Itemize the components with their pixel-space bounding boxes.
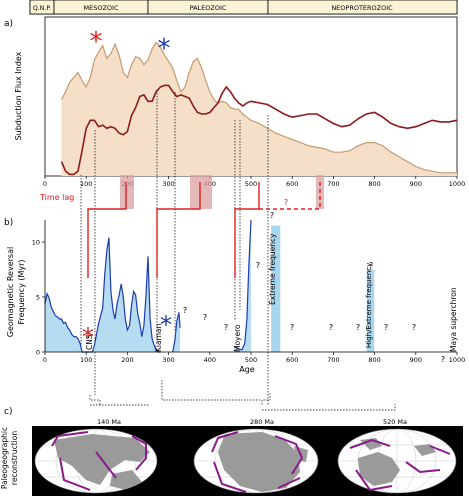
x-tick-label: 100 xyxy=(80,180,92,188)
y-tick-label: 0 xyxy=(36,349,40,357)
x-tick-label: 1000 xyxy=(449,356,466,364)
high-extreme-frequency-label: High/Extreme frequency xyxy=(365,263,373,348)
map-age-label: 520 Ma xyxy=(383,418,407,426)
question-mark: ? xyxy=(270,211,274,220)
panel-b-plot: 0 100 200 300 400 500 600 700 800 900 1000 0 5 10 xyxy=(32,219,465,364)
x-tick-label: 500 xyxy=(245,356,257,364)
x-tick-label: 300 xyxy=(162,180,174,188)
question-mark: ? xyxy=(369,261,373,270)
x-tick-label: 100 xyxy=(80,356,92,364)
time-lag-graphic: Time lag ? xyxy=(39,175,324,278)
panel-c-ylabel-line2: reconstruction xyxy=(10,431,19,485)
extreme-frequency-bar xyxy=(271,225,281,352)
x-tick-label: 300 xyxy=(162,356,174,364)
y-tick-label: 10 xyxy=(32,239,40,247)
panel-c-ylabel-line1: Paleogeographic xyxy=(0,427,9,489)
panel-b-ylabel-line2: Frequency (Myr) xyxy=(17,259,26,324)
question-mark: ? xyxy=(224,323,228,332)
panel-b-label: b) xyxy=(4,218,13,228)
question-mark: ? xyxy=(183,306,187,315)
time-lag-question: ? xyxy=(284,198,288,207)
blue-asterisk-b: * xyxy=(160,311,172,339)
x-tick-label: 800 xyxy=(368,356,380,364)
panel-c-label: c) xyxy=(4,407,12,417)
x-tick-label: 700 xyxy=(327,356,339,364)
x-tick-label: 700 xyxy=(327,180,339,188)
x-tick-label: 200 xyxy=(121,356,133,364)
era-label-paleozoic: PALEOZOIC xyxy=(190,4,227,12)
era-label-qnp: Q.N.P. xyxy=(33,5,51,12)
question-mark: ? xyxy=(203,313,207,322)
panel-b-y-axis: 0 5 10 xyxy=(32,239,45,357)
paleo-map-280: 280 Ma xyxy=(193,418,319,494)
panel-b-x-axis: 0 100 200 300 400 500 600 700 800 900 1000 xyxy=(43,352,465,364)
question-mark: ? xyxy=(441,355,445,364)
x-tick-label: 0 xyxy=(43,356,47,364)
paleo-map-140: 140 Ma xyxy=(34,418,158,494)
extreme-frequency-label: Extreme frequency xyxy=(268,233,277,305)
panel-b-area-1 xyxy=(45,237,161,352)
map-age-label: 280 Ma xyxy=(250,418,274,426)
time-lag-box-1 xyxy=(120,175,134,209)
panel-a-red-line xyxy=(60,84,458,176)
question-mark: ? xyxy=(384,323,388,332)
question-mark: ? xyxy=(256,261,260,270)
panel-b-ylabel-line1: Geomagnetic Reversal xyxy=(6,247,15,337)
x-tick-label: 900 xyxy=(410,180,422,188)
era-label-mesozoic: MESOZOIC xyxy=(84,4,119,12)
panel-b-line-2 xyxy=(172,312,181,353)
panel-a-tan-area xyxy=(61,42,457,177)
x-tick-label: 600 xyxy=(286,356,298,364)
x-tick-label: 0 xyxy=(43,180,47,188)
panel-b-xlabel: Age xyxy=(239,365,255,374)
y-tick-label: 5 xyxy=(36,294,40,302)
panel-a-tan-line xyxy=(60,41,457,174)
time-lag-box-2 xyxy=(190,175,212,209)
continent-shape xyxy=(218,432,300,492)
panel-b-line-1 xyxy=(44,237,161,353)
question-mark: ? xyxy=(412,323,416,332)
panel-b-area-3 xyxy=(234,220,251,352)
plate-boundary xyxy=(349,438,451,492)
question-mark: ? xyxy=(290,323,294,332)
blue-asterisk-a: * xyxy=(158,34,171,64)
continent-shape xyxy=(110,470,142,490)
moyero-label: Moyero xyxy=(233,324,242,352)
plate-boundary xyxy=(51,431,147,491)
x-tick-label: 600 xyxy=(286,180,298,188)
time-lag-label: Time lag xyxy=(39,193,74,202)
panel-a-label: a) xyxy=(4,19,13,29)
panel-a-ylabel: Subduction Flux Index xyxy=(14,51,23,140)
x-tick-label: 800 xyxy=(368,180,380,188)
high-extreme-frequency-bar xyxy=(366,269,375,352)
era-label-neoproterozoic: NEOPROTEROZOIC xyxy=(331,4,393,12)
x-tick-label: 400 xyxy=(204,356,216,364)
maya-superchron-label: Maya superchron xyxy=(449,287,458,352)
question-mark: ? xyxy=(356,323,360,332)
map-age-label: 140 Ma xyxy=(97,418,121,426)
x-tick-label: 1000 xyxy=(449,180,466,188)
plate-boundary xyxy=(211,431,304,493)
panel-b-area-2 xyxy=(172,312,181,352)
question-mark: ? xyxy=(329,323,333,332)
unknown-markers: ? ? ? ? ? ? ? ? ? ? ? ? xyxy=(183,211,445,364)
era-bar: Q.N.P. MESOZOIC PALEOZOIC NEOPROTEROZOIC xyxy=(29,0,458,15)
continent-shape xyxy=(358,452,400,486)
kiaman-label: Kiaman xyxy=(154,324,163,352)
cns-label: CNS xyxy=(85,334,94,350)
x-tick-label: 900 xyxy=(410,356,422,364)
x-tick-label: 500 xyxy=(245,180,257,188)
red-asterisk-b: * xyxy=(82,323,94,351)
panel-b-line-3 xyxy=(234,219,252,351)
red-asterisk-a: * xyxy=(90,27,103,57)
paleo-map-520: 520 Ma xyxy=(337,418,457,494)
